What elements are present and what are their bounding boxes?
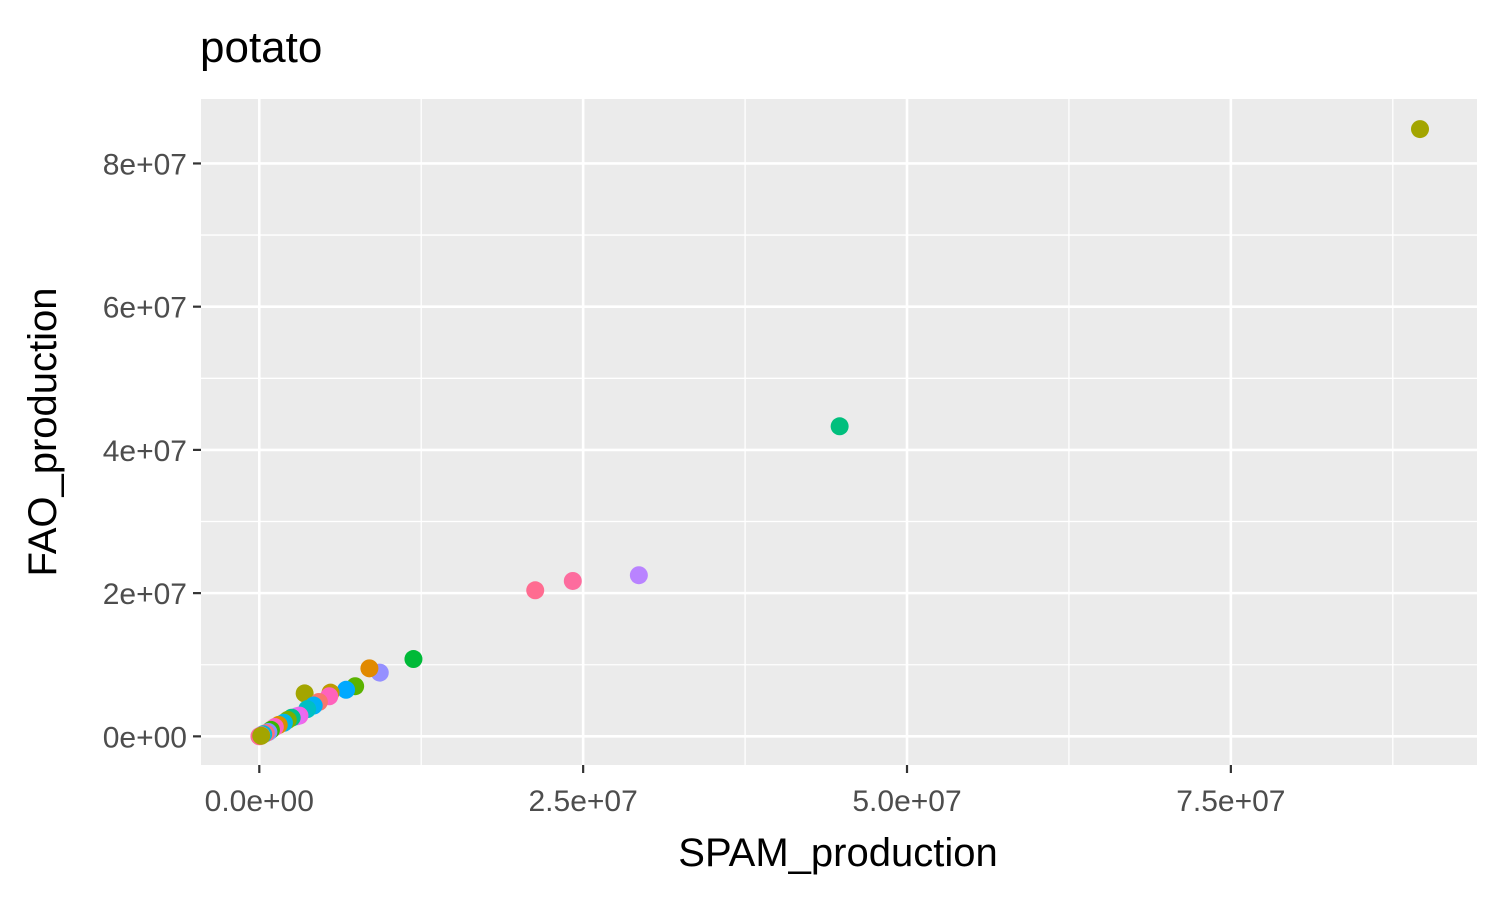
y-tick-label: 6e+07	[103, 292, 187, 325]
data-point	[404, 650, 423, 669]
y-axis-title: FAO_production	[21, 287, 65, 576]
data-point	[830, 417, 849, 436]
x-axis-title: SPAM_production	[678, 831, 997, 875]
major-gridlines	[201, 99, 1477, 765]
y-tick-label: 0e+00	[103, 721, 187, 754]
data-point	[629, 566, 648, 585]
x-axis: 0.0e+00 2.5e+07 5.0e+07 7.5e+07	[205, 765, 1286, 818]
data-point	[1411, 120, 1430, 139]
data-point	[252, 726, 271, 745]
y-tick-label: 8e+07	[103, 148, 187, 181]
minor-gridlines	[201, 99, 1477, 765]
y-tick-label: 4e+07	[103, 435, 187, 468]
data-points	[250, 120, 1430, 746]
data-point	[337, 680, 356, 699]
data-point	[563, 571, 582, 590]
data-point	[360, 659, 379, 678]
y-tick-label: 2e+07	[103, 578, 187, 611]
x-tick-label: 0.0e+00	[205, 785, 314, 818]
y-axis: 0e+00 2e+07 4e+07 6e+07 8e+07	[103, 148, 201, 754]
x-tick-label: 5.0e+07	[852, 785, 961, 818]
data-point	[526, 581, 545, 600]
x-tick-label: 2.5e+07	[529, 785, 638, 818]
x-tick-label: 7.5e+07	[1176, 785, 1285, 818]
chart-title: potato	[200, 23, 322, 72]
